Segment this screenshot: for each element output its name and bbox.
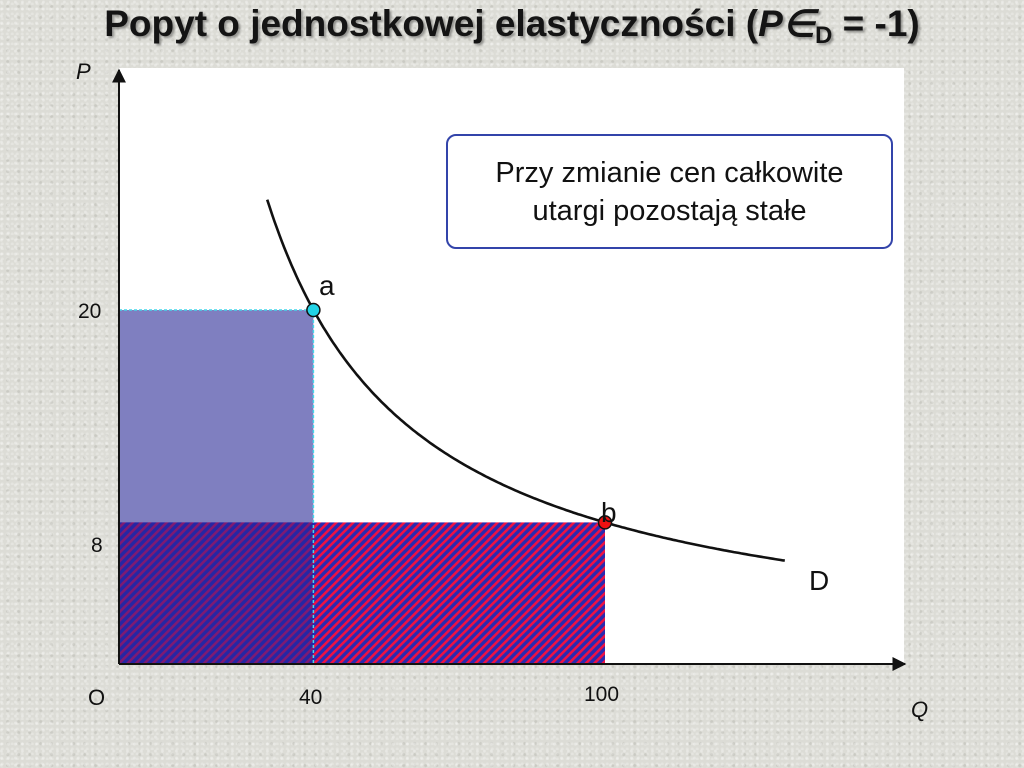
annotation-box: Przy zmianie cen całkowite utargi pozost… — [446, 134, 893, 249]
demand-curve-label: D — [809, 565, 830, 596]
title-text: Popyt o jednostkowej elastyczności ( — [104, 3, 759, 44]
y-tick-8: 8 — [91, 534, 103, 557]
origin-label: O — [88, 685, 106, 710]
x-axis-label: Q — [911, 697, 929, 722]
point-a-label: a — [319, 270, 335, 301]
demand-curve — [265, 199, 785, 562]
title-subscript: D — [815, 22, 833, 49]
title-symbol: P∈ — [758, 3, 815, 44]
x-tick-100: 100 — [584, 683, 620, 706]
slide-title: Popyt o jednostkowej elastyczności (P∈D … — [0, 2, 1024, 50]
x-tick-40: 40 — [299, 686, 323, 709]
y-tick-20: 20 — [78, 300, 102, 323]
annotation-line-2: utargi pozostają stałe — [532, 195, 807, 227]
annotation-line-1: Przy zmianie cen całkowite — [495, 157, 844, 189]
point-b-label: b — [601, 497, 617, 528]
revenue-area-overlap — [119, 522, 314, 664]
point-a-marker — [306, 302, 321, 318]
title-tail: = -1) — [832, 3, 920, 44]
y-axis-label: P — [76, 59, 91, 84]
point-b-marker — [597, 515, 613, 530]
